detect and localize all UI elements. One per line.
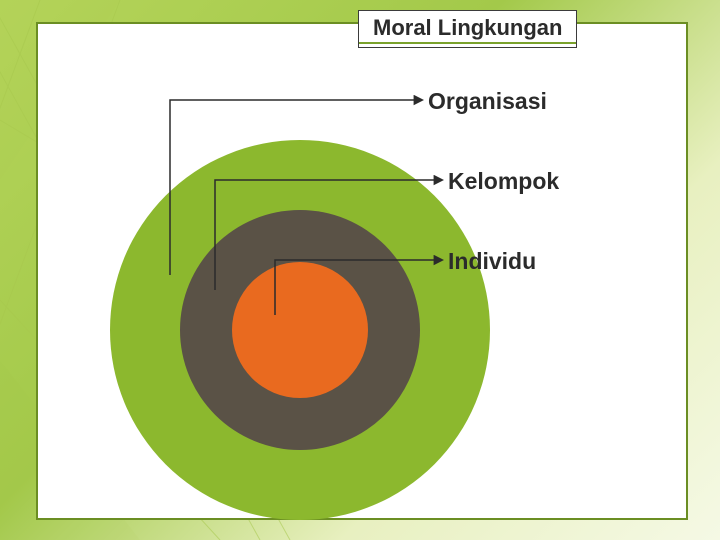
label-kelompok: Kelompok — [448, 168, 559, 195]
label-individu: Individu — [448, 248, 536, 275]
circle-inner — [232, 262, 368, 398]
label-organisasi: Organisasi — [428, 88, 547, 115]
title-underline — [359, 42, 576, 44]
title-text: Moral Lingkungan — [373, 15, 562, 40]
title-box: Moral Lingkungan — [358, 10, 577, 48]
